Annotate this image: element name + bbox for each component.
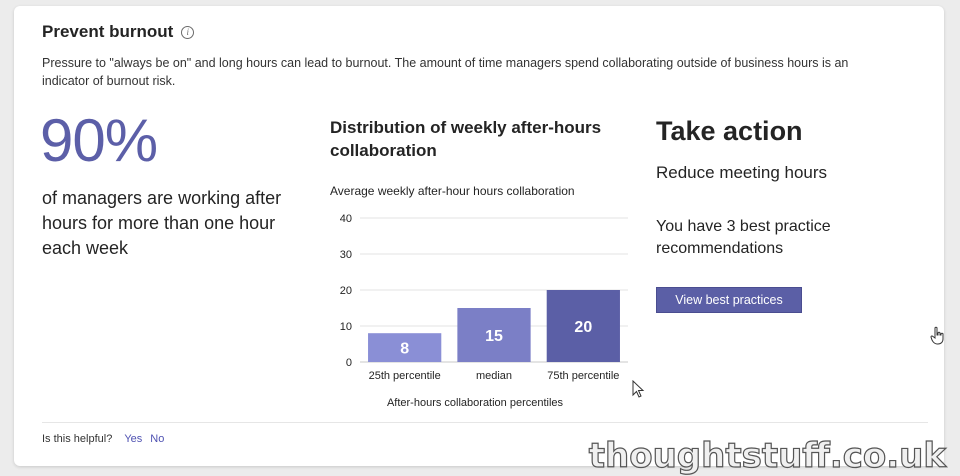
take-action-title: Take action — [656, 116, 803, 146]
y-tick-label: 20 — [340, 285, 352, 297]
bar-data-label: 15 — [485, 328, 503, 345]
x-tick-label: median — [476, 370, 512, 382]
stat-percent: 90% — [40, 107, 158, 174]
card-title: Prevent burnout — [42, 22, 174, 41]
x-tick-label: 25th percentile — [369, 370, 441, 382]
chart-bars: 8 15 20 — [368, 290, 620, 362]
y-tick-label: 0 — [346, 357, 352, 369]
bar-data-label: 20 — [574, 319, 592, 336]
arrow-cursor-icon — [632, 380, 645, 398]
helpful-feedback: Is this helpful? Yes No — [42, 433, 164, 445]
reduce-meeting-hours: Reduce meeting hours — [656, 163, 828, 182]
recommendations-text: You have 3 best practice recommendations — [656, 218, 831, 257]
chart-x-axis-label: After-hours collaboration percentiles — [387, 397, 564, 409]
view-best-practices-button[interactable]: View best practices — [656, 287, 802, 313]
card-header: Prevent burnout i — [42, 22, 195, 42]
x-tick-label: 75th percentile — [547, 370, 619, 382]
y-tick-label: 10 — [340, 321, 352, 333]
card-description: Pressure to "always be on" and long hour… — [42, 56, 849, 88]
bar-data-label: 8 — [400, 341, 409, 358]
bar-chart: 40 30 20 10 0 8 15 20 25th percentile median 75t… — [340, 213, 628, 409]
footer-divider — [42, 422, 928, 423]
hand-cursor-icon — [930, 326, 944, 345]
stat-text: of managers are working after hours for … — [42, 188, 282, 258]
chart-x-ticks: 25th percentile median 75th percentile — [369, 370, 620, 382]
no-link[interactable]: No — [150, 433, 165, 445]
watermark: thoughtstuff.co.uk — [588, 435, 946, 476]
chart-y-ticks: 40 30 20 10 0 — [340, 213, 352, 369]
helpful-label: Is this helpful? — [42, 433, 113, 445]
distribution-title: Distribution of weekly after-hours colla… — [330, 118, 602, 160]
info-icon[interactable]: i — [181, 25, 195, 39]
bar-75th-percentile — [546, 290, 620, 362]
y-tick-label: 40 — [340, 213, 352, 225]
chart-subtitle: Average weekly after-hour hours collabor… — [330, 184, 575, 198]
prevent-burnout-card: Prevent burnout i Pressure to "always be… — [14, 6, 944, 466]
bar-median — [457, 308, 531, 362]
y-tick-label: 30 — [340, 249, 352, 261]
yes-link[interactable]: Yes — [124, 433, 143, 445]
bar-25th-percentile — [368, 333, 442, 362]
